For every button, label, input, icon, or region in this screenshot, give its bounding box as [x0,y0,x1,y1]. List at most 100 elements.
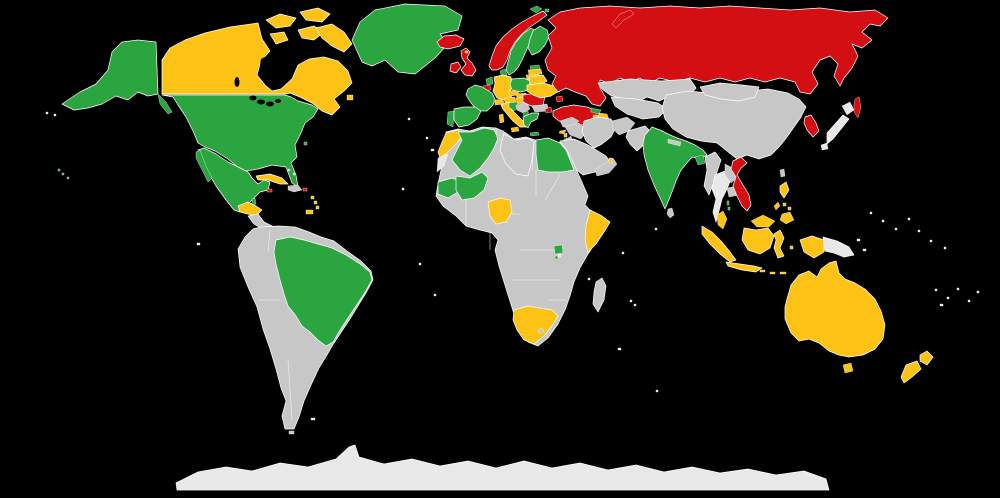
country-puerto-rico [302,187,308,192]
country-andaman-1 [726,200,730,206]
country-greece [522,112,540,129]
country-iran [581,116,617,149]
country-philippines-mindanao [779,211,795,225]
polynesia-2 [946,296,950,300]
mauritius [629,299,633,303]
country-egypt [535,137,575,173]
country-australia-tasmania [842,362,854,374]
country-pakistan [625,125,653,152]
country-belize [251,197,257,206]
lake-erie [266,101,274,107]
hawaii-3 [66,176,70,180]
canary-islands [430,148,435,152]
country-png-islands-1 [856,238,861,242]
country-indonesia-papua [799,235,825,259]
country-japan-kyushu [820,142,829,151]
country-ireland [449,61,462,74]
country-bangladesh [694,154,706,166]
country-png-islands-2 [862,248,867,252]
country-algeria [451,127,499,177]
country-indonesia-java [725,261,763,273]
country-faroe-islands [464,50,469,54]
country-taiwan [779,168,786,178]
country-philippines-luzon [779,181,790,199]
country-poland [509,77,531,93]
country-canada-baffin [315,23,353,53]
country-antilles-3 [315,205,320,210]
country-cuba [255,173,289,185]
country-rwanda [554,255,559,260]
country-korea [803,114,820,138]
country-indonesia-sumatra [701,225,737,263]
country-trinidad [305,209,314,215]
hudson-bay [259,53,292,86]
country-philippines-visayas-2 [787,206,792,211]
country-alaska [61,39,159,111]
country-canada [161,22,353,116]
ascension [418,262,422,266]
country-antilles-1 [310,195,315,200]
country-latvia [527,68,543,76]
country-netherlands [485,76,494,86]
country-philippines-palawan [773,201,781,211]
border-colombia-venezuela [258,229,293,421]
country-falkland-islands [310,417,316,421]
fiji [939,303,944,307]
country-germany [492,74,513,101]
country-indonesia-kalimantan [741,227,775,255]
country-australia [784,260,886,358]
country-bermuda [303,141,308,146]
country-canada-arctic-4 [269,31,289,45]
country-somalia [584,209,611,253]
country-united-kingdom [460,47,477,77]
comoros [587,277,591,281]
country-portugal [446,110,455,128]
country-crimea [555,95,564,103]
country-cyprus [558,129,567,135]
st-helena [433,293,437,297]
country-papua-new-guinea [822,236,855,258]
country-central-asia [610,96,668,120]
micronesia-4 [907,217,911,221]
micronesia-1 [869,211,873,215]
country-malaysia-borneo [750,214,776,228]
country-ukraine [526,82,560,99]
country-slovenia-croatia [508,101,520,112]
country-tierra-del-fuego [288,430,295,435]
country-indonesia-sulawesi [773,229,785,259]
country-russia-novaya-zemlya [611,9,635,29]
country-lesotho [538,328,544,334]
polynesia-1 [934,288,938,292]
country-bahamas-1 [287,168,291,172]
country-iceland [436,34,465,50]
galapagos-islands [196,242,201,246]
country-india [642,126,708,210]
country-norway [488,10,548,71]
country-nigeria [487,197,513,225]
country-guatemala-honduras [237,201,263,217]
country-mongolia [699,82,760,102]
country-canada-newfoundland [346,94,354,101]
country-new-zealand-south [900,360,922,384]
aleutians-2 [53,113,57,117]
reunion [633,303,637,307]
polynesia-5 [976,290,980,294]
country-hispaniola [287,184,303,193]
country-italy-sardinia [498,113,505,124]
country-malaysia-peninsula [716,210,728,230]
aleutians-1 [45,111,49,115]
country-turkey-thrace [544,106,553,114]
country-indonesia-maluku [789,245,794,250]
country-indonesia-sunda-2 [769,271,776,275]
country-vietnam [730,156,752,212]
lake-superior [249,95,257,101]
country-italy-sicily [510,126,520,133]
country-canada-arctic-2 [299,7,331,23]
country-libya [499,133,535,177]
polynesia-3 [956,287,960,291]
country-new-zealand-north [919,350,934,366]
country-finland [527,25,550,56]
country-philippines-visayas-1 [782,202,787,207]
country-south-africa [512,305,559,345]
